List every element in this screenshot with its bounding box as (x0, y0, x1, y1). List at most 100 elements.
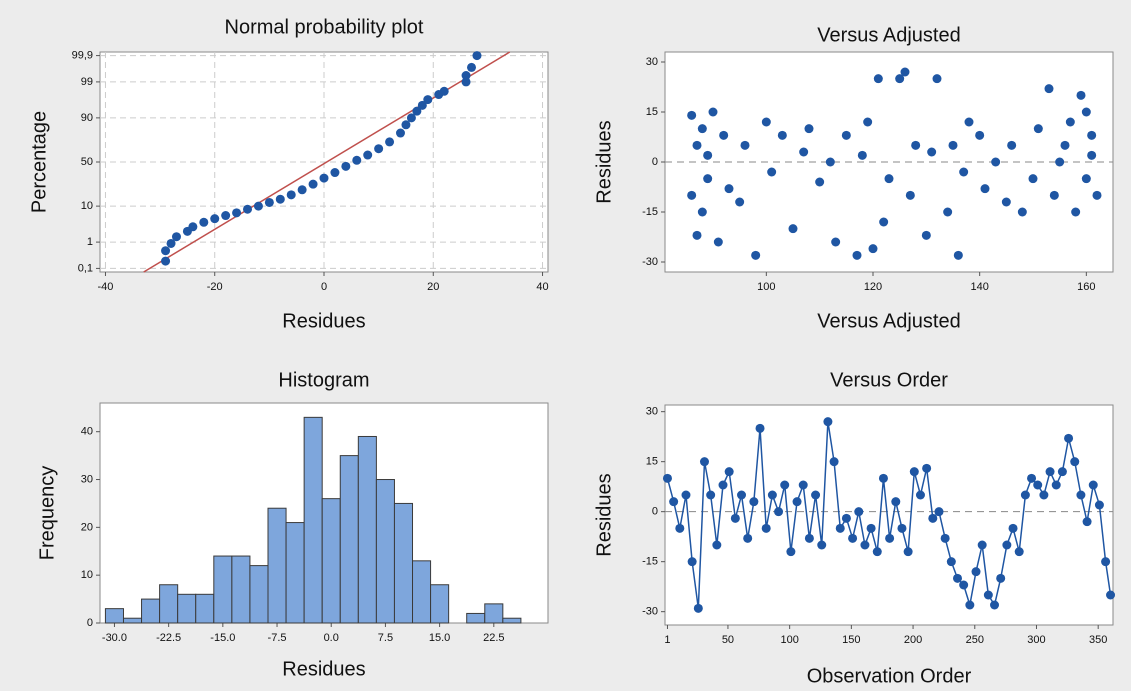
point (1001, 197, 1011, 207)
point (943, 207, 953, 217)
point (811, 490, 821, 500)
x-tick-label: 140 (970, 281, 988, 293)
point (286, 190, 296, 200)
y-tick-label: -30 (642, 256, 658, 268)
point (831, 237, 841, 247)
point (863, 117, 873, 127)
point (188, 222, 198, 232)
point (980, 184, 990, 194)
y-axis-label: Residues (593, 473, 615, 556)
point (232, 208, 242, 218)
bar (267, 507, 287, 624)
bar (285, 522, 305, 624)
point (860, 540, 870, 550)
x-tick-label: 50 (722, 634, 734, 646)
point (928, 513, 938, 523)
point (675, 523, 685, 533)
x-tick-label: -40 (98, 281, 114, 293)
point (911, 140, 921, 150)
point (884, 174, 894, 184)
y-tick-label: 0 (652, 506, 658, 518)
point (1033, 480, 1043, 490)
point (352, 155, 362, 165)
point (857, 150, 867, 160)
point (767, 490, 777, 500)
point (1088, 480, 1098, 490)
point (1039, 490, 1049, 500)
point (699, 457, 709, 467)
point (1081, 107, 1091, 117)
bar (412, 560, 432, 624)
x-tick-label: -15.0 (210, 632, 235, 644)
point (669, 497, 679, 507)
point (662, 473, 672, 483)
y-tick-label: 40 (81, 426, 93, 438)
x-tick-label: 20 (427, 281, 439, 293)
point (253, 201, 263, 211)
point (1045, 467, 1055, 477)
point (940, 533, 950, 543)
point (885, 533, 895, 543)
x-tick-label: 22.5 (483, 632, 504, 644)
point (975, 130, 985, 140)
point (692, 230, 702, 240)
point (697, 207, 707, 217)
point (977, 540, 987, 550)
x-tick-label: -30.0 (102, 632, 127, 644)
point (1081, 174, 1091, 184)
point (1076, 490, 1086, 500)
point (1051, 480, 1061, 490)
point (330, 168, 340, 178)
fit-line (143, 51, 511, 273)
x-tick-label: 350 (1089, 634, 1107, 646)
point (854, 507, 864, 517)
panel: Versus Adjusted Versus Adjusted Residues 10… (593, 24, 1114, 332)
point (1071, 207, 1081, 217)
bar (195, 593, 215, 624)
point (774, 507, 784, 517)
y-tick-label: 10 (81, 200, 93, 212)
point (829, 457, 839, 467)
bar (122, 617, 143, 624)
point (1007, 140, 1017, 150)
bar (141, 598, 161, 624)
point (921, 230, 931, 240)
x-tick-label: 200 (904, 634, 922, 646)
point (1094, 500, 1104, 510)
point (737, 490, 747, 500)
point (932, 74, 942, 84)
point (374, 144, 384, 154)
point (1106, 590, 1116, 600)
bar (231, 555, 251, 624)
point (713, 237, 723, 247)
point (1002, 540, 1012, 550)
panel: Histogram Residues Frequency -30.0 -22.5 -15.… (36, 369, 549, 680)
point (983, 590, 993, 600)
bar (466, 612, 486, 624)
point (922, 463, 932, 473)
bar (303, 416, 323, 624)
point (1070, 457, 1080, 467)
point (825, 157, 835, 167)
point (692, 140, 702, 150)
point (761, 523, 771, 533)
y-tick-label: 30 (646, 56, 658, 68)
point (879, 217, 889, 227)
point (687, 110, 697, 120)
y-tick-label: 99 (81, 76, 93, 88)
point (1057, 467, 1067, 477)
point (866, 523, 876, 533)
point (363, 150, 373, 160)
point (1020, 490, 1030, 500)
point (1064, 433, 1074, 443)
point (161, 256, 171, 266)
x-tick-label: 0.0 (324, 632, 339, 644)
x-tick-label: 1 (664, 634, 670, 646)
point (708, 107, 718, 117)
point (1087, 150, 1097, 160)
point (199, 217, 209, 227)
point (872, 547, 882, 557)
point (166, 238, 176, 248)
point (841, 130, 851, 140)
